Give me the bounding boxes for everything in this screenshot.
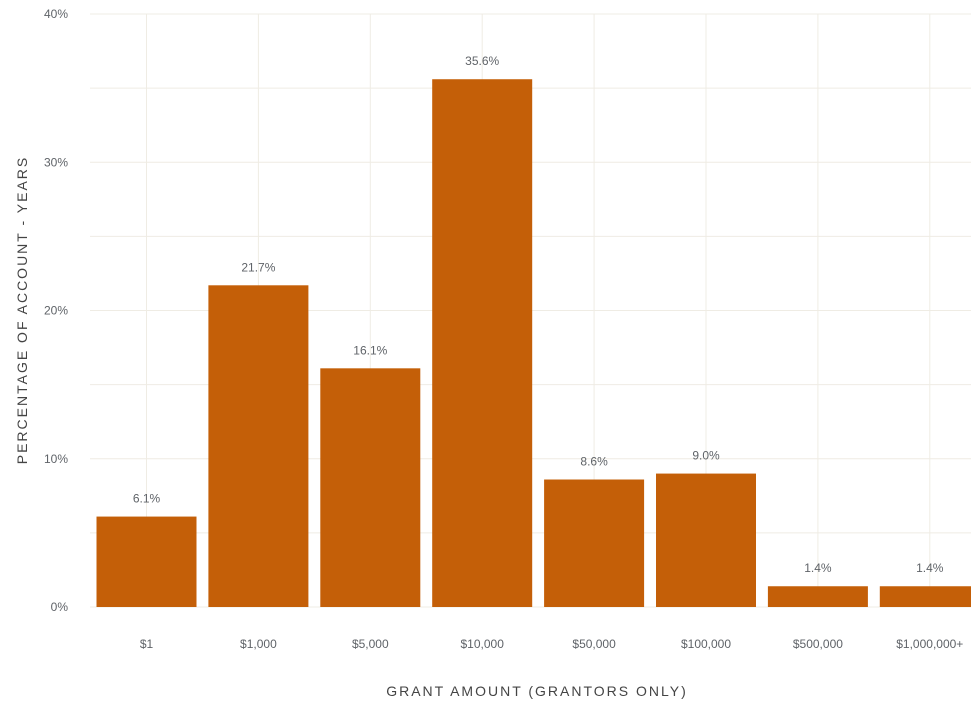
x-axis-ticks: $1 $1,000 $5,000 $10,000 $50,000 $100,000 $500… — [140, 637, 964, 651]
bar — [432, 79, 533, 608]
y-tick-label: 30% — [44, 155, 68, 169]
data-label: 35.6% — [465, 54, 499, 68]
bars — [96, 79, 971, 608]
bar — [767, 586, 868, 607]
y-axis-ticks: 0% 10% 20% 30% 40% — [44, 7, 68, 614]
bar — [544, 479, 645, 607]
bar — [656, 473, 756, 607]
bar — [320, 368, 421, 607]
x-tick-label: $1,000,000+ — [896, 637, 963, 651]
x-tick-label: $500,000 — [793, 637, 843, 651]
x-axis-title: GRANT AMOUNT (GRANTORS ONLY) — [386, 683, 688, 699]
x-tick-label: $100,000 — [681, 637, 731, 651]
bar — [879, 586, 971, 607]
y-tick-label: 10% — [44, 452, 68, 466]
bar — [96, 516, 197, 607]
x-tick-label: $1 — [140, 637, 154, 651]
y-tick-label: 20% — [44, 304, 68, 318]
bar — [208, 285, 309, 607]
y-tick-label: 0% — [51, 600, 69, 614]
data-label: 8.6% — [580, 455, 608, 469]
data-label: 21.7% — [241, 260, 275, 274]
y-tick-label: 40% — [44, 7, 68, 21]
x-tick-label: $10,000 — [461, 637, 505, 651]
data-label: 16.1% — [353, 343, 387, 357]
x-tick-label: $1,000 — [240, 637, 277, 651]
data-label: 9.0% — [692, 449, 720, 463]
y-axis-title: PERCENTAGE OF ACCOUNT - YEARS — [14, 156, 30, 465]
x-tick-label: $5,000 — [352, 637, 389, 651]
data-labels: 6.1% 21.7% 16.1% 35.6% 8.6% 9.0% 1.4% 1.4% — [133, 54, 944, 575]
data-label: 1.4% — [916, 561, 944, 575]
data-label: 6.1% — [133, 492, 161, 506]
data-label: 1.4% — [804, 561, 832, 575]
x-tick-label: $50,000 — [572, 637, 616, 651]
